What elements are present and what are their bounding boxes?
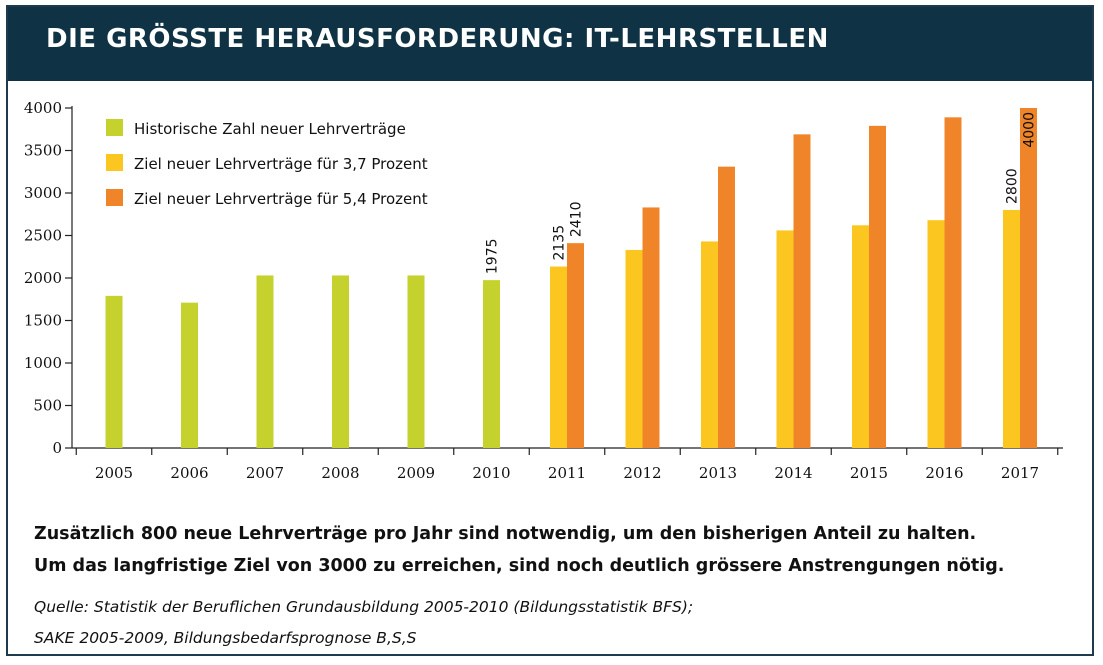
y-tick-label: 2500 (24, 227, 62, 245)
data-label-2011-2135: 2135 (552, 225, 568, 261)
title-bar: DIE GRÖSSTE HERAUSFORDERUNG: IT-LEHRSTEL… (8, 7, 1092, 81)
y-tick-label: 3500 (24, 142, 62, 160)
y-tick-label: 1000 (24, 354, 62, 372)
bar-2010-series-1 (483, 280, 500, 448)
bar-2007-series-1 (256, 275, 274, 448)
x-tick-label: 2015 (850, 464, 888, 482)
bars (105, 108, 1037, 448)
x-tick-label: 2005 (95, 464, 133, 482)
bar-2013-series-2 (701, 241, 718, 448)
x-tick-label: 2014 (774, 464, 812, 482)
bar-2016-series-3 (944, 117, 962, 448)
bar-2005-series-1 (105, 295, 123, 448)
bar-2013-series-3 (718, 166, 735, 448)
x-tick-label: 2013 (699, 464, 737, 482)
source-note: Quelle: Statistik der Beruflichen Grunda… (34, 592, 693, 654)
legend-label-3: Ziel neuer Lehrverträge für 5,4 Prozent (134, 190, 428, 208)
data-label-2017-2800: 2800 (1005, 168, 1021, 204)
data-label-2017-4000: 4000 (1022, 112, 1038, 148)
chart-title: DIE GRÖSSTE HERAUSFORDERUNG: IT-LEHRSTEL… (46, 24, 829, 54)
y-tick-label: 3000 (24, 184, 62, 202)
bar-2016-series-2 (927, 220, 945, 448)
data-label-2011-2410: 2410 (569, 202, 585, 238)
caption: Zusätzlich 800 neue Lehrverträge pro Jah… (34, 518, 1004, 582)
infographic-frame: DIE GRÖSSTE HERAUSFORDERUNG: IT-LEHRSTEL… (6, 5, 1094, 656)
legend-swatch-1 (106, 119, 123, 136)
caption-line-1: Zusätzlich 800 neue Lehrverträge pro Jah… (34, 524, 977, 544)
y-tick-label: 1500 (24, 312, 62, 330)
bar-2017-series-3 (1020, 108, 1037, 448)
x-tick-label: 2007 (246, 464, 284, 482)
bar-2012-series-3 (642, 207, 660, 448)
y-tick-label: 500 (33, 397, 62, 415)
bar-2014-series-3 (793, 134, 811, 448)
bar-2009-series-1 (407, 275, 425, 448)
legend-swatch-3 (106, 189, 123, 206)
x-tick-label: 2006 (170, 464, 208, 482)
x-tick-label: 2012 (623, 464, 661, 482)
data-label-2010-1975: 1975 (485, 238, 501, 274)
bar-2008-series-1 (332, 275, 349, 448)
bar-2014-series-2 (776, 230, 794, 448)
x-tick-label: 2016 (925, 464, 963, 482)
bar-2015-series-3 (869, 125, 886, 448)
x-tick-label: 2011 (548, 464, 586, 482)
y-tick-label: 0 (52, 439, 62, 457)
legend-swatch-2 (106, 154, 123, 171)
x-tick-label: 2017 (1001, 464, 1039, 482)
caption-line-2: Um das langfristige Ziel von 3000 zu err… (34, 556, 1005, 576)
x-tick-label: 2009 (397, 464, 435, 482)
legend-label-1: Historische Zahl neuer Lehrverträge (134, 120, 406, 138)
y-tick-label: 4000 (24, 99, 62, 117)
y-axis: 0 500 1000 1500 2000 2500 3000 3500 4000 (24, 99, 73, 457)
bar-2015-series-2 (852, 225, 869, 448)
bar-2012-series-2 (625, 249, 643, 448)
bar-2006-series-1 (181, 302, 198, 448)
legend: Historische Zahl neuer Lehrverträge Ziel … (106, 119, 428, 208)
x-axis: 2005 2006 2007 2008 2009 2010 2011 2012 2013 2014… (72, 447, 1063, 482)
x-tick-label: 2008 (321, 464, 359, 482)
legend-label-2: Ziel neuer Lehrverträge für 3,7 Prozent (134, 155, 428, 173)
bar-2011-series-2 (550, 266, 567, 448)
source-line-2: SAKE 2005-2009, Bildungsbedarfsprognose … (34, 629, 417, 647)
x-tick-label: 2010 (472, 464, 510, 482)
y-tick-label: 2000 (24, 269, 62, 287)
bar-2011-series-3 (567, 243, 584, 448)
bar-2017-series-2 (1003, 210, 1020, 448)
source-line-1: Quelle: Statistik der Beruflichen Grunda… (34, 598, 694, 616)
